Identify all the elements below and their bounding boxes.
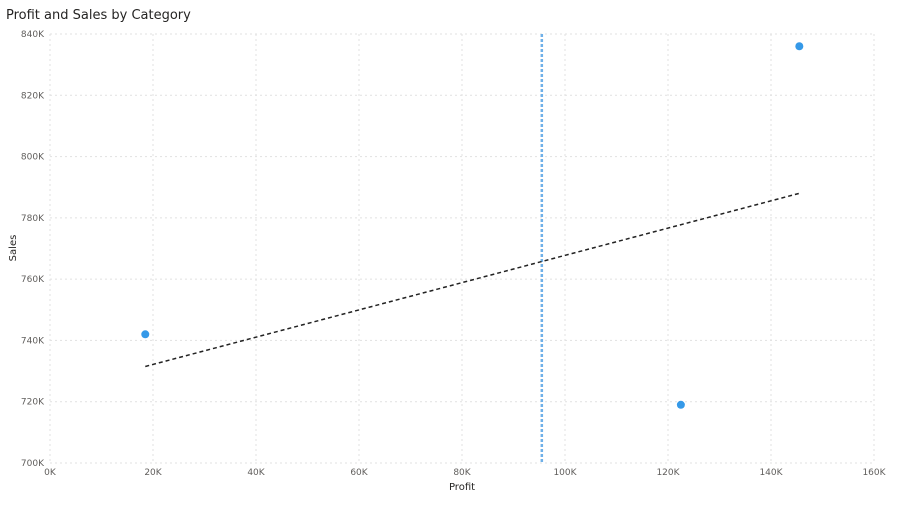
data-points <box>141 42 804 409</box>
y-tick-label: 840K <box>21 30 45 40</box>
x-tick-label: 60K <box>350 468 368 478</box>
trend-line-group <box>145 192 800 368</box>
chart-title: Profit and Sales by Category <box>6 8 191 23</box>
grid-lines <box>49 33 875 464</box>
x-tick-label: 100K <box>553 468 577 478</box>
x-tick-label: 140K <box>759 468 783 478</box>
data-point <box>795 42 804 51</box>
x-axis-title: Profit <box>449 482 475 493</box>
x-tick-label: 80K <box>453 468 471 478</box>
data-point <box>141 330 150 339</box>
trend-line <box>145 192 800 368</box>
y-tick-label: 780K <box>21 214 45 224</box>
y-tick-label: 740K <box>21 336 45 346</box>
x-tick-label: 40K <box>247 468 265 478</box>
x-tick-label: 160K <box>862 468 886 478</box>
data-point <box>676 400 685 409</box>
x-tick-label: 0K <box>44 468 57 478</box>
x-tick-label: 120K <box>656 468 680 478</box>
y-axis-title: Sales <box>8 235 19 262</box>
y-tick-label: 820K <box>21 91 45 101</box>
x-tick-label: 20K <box>144 468 162 478</box>
y-tick-label: 760K <box>21 275 45 285</box>
y-tick-label: 720K <box>21 398 45 408</box>
y-tick-label: 700K <box>21 459 45 469</box>
y-tick-label: 800K <box>21 153 45 163</box>
y-axis-ticks: 700K 720K 740K 760K 780K 800K 820K 840K <box>21 30 45 469</box>
x-axis-ticks: 0K 20K 40K 60K 80K 100K 120K 140K 160K <box>44 468 886 478</box>
